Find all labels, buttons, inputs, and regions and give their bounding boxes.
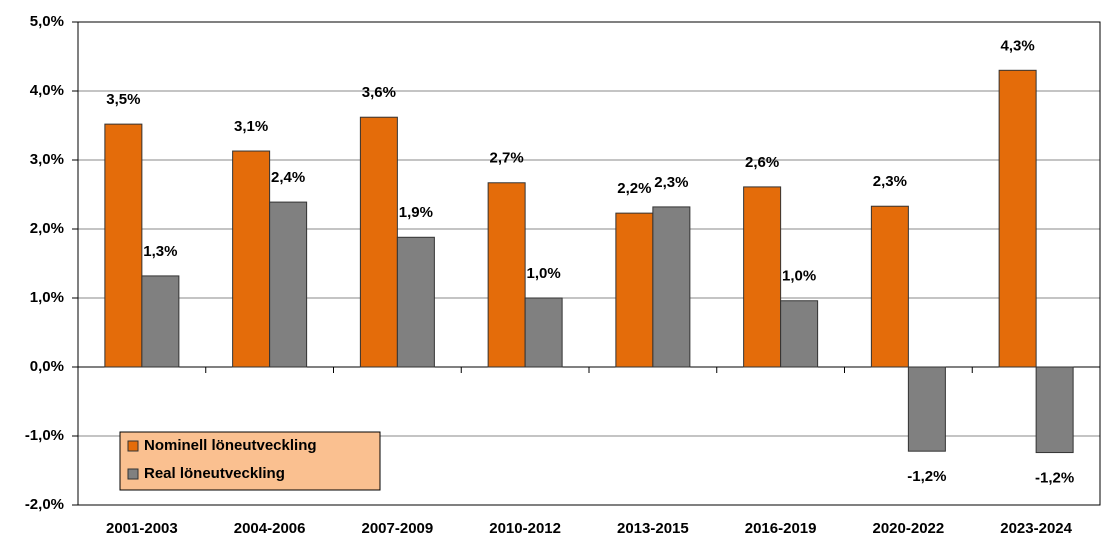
bar [743, 186, 782, 368]
y-tick-label: -2,0% [25, 496, 64, 513]
bar [141, 275, 180, 368]
x-tick-label: 2001-2003 [106, 520, 178, 537]
value-label: 1,0% [782, 268, 816, 285]
y-tick-label: 0,0% [30, 358, 64, 375]
x-tick-label: 2004-2006 [234, 520, 306, 537]
legend-swatch [127, 440, 139, 452]
value-label: 2,7% [490, 150, 524, 167]
bar [104, 123, 143, 368]
value-label: 1,0% [527, 265, 561, 282]
value-label: 3,6% [362, 84, 396, 101]
bar [907, 366, 946, 452]
bar [652, 206, 691, 368]
y-tick-label: 5,0% [30, 13, 64, 30]
bar [615, 212, 654, 368]
y-tick-label: 2,0% [30, 220, 64, 237]
value-label: -1,2% [1035, 470, 1074, 487]
bar [396, 236, 435, 368]
y-tick-label: 4,0% [30, 82, 64, 99]
x-tick-label: 2013-2015 [617, 520, 689, 537]
bar [232, 150, 271, 368]
value-label: 1,3% [143, 243, 177, 260]
value-label: 3,5% [106, 91, 140, 108]
value-label: 2,3% [873, 173, 907, 190]
value-label: 3,1% [234, 118, 268, 135]
value-label: 2,2% [617, 180, 651, 197]
x-tick-label: 2010-2012 [489, 520, 561, 537]
y-tick-label: 3,0% [30, 151, 64, 168]
plot-border [77, 21, 1101, 506]
bar [870, 205, 909, 368]
x-tick-label: 2016-2019 [745, 520, 817, 537]
value-label: -1,2% [907, 468, 946, 485]
value-label: 2,6% [745, 154, 779, 171]
bar [359, 116, 398, 368]
x-tick-label: 2023-2024 [1000, 520, 1072, 537]
bar [269, 201, 308, 368]
value-label: 1,9% [399, 204, 433, 221]
bar [1035, 366, 1074, 454]
y-tick-label: -1,0% [25, 427, 64, 444]
legend-label: Real löneutveckling [144, 465, 285, 482]
bar [487, 182, 526, 368]
value-label: 4,3% [1001, 37, 1035, 54]
value-label: 2,4% [271, 169, 305, 186]
bar [780, 300, 819, 368]
y-tick-label: 1,0% [30, 289, 64, 306]
x-tick-label: 2020-2022 [873, 520, 945, 537]
x-tick-label: 2007-2009 [362, 520, 434, 537]
legend-label: Nominell löneutveckling [144, 437, 317, 454]
value-label: 2,3% [654, 174, 688, 191]
bar [524, 297, 563, 368]
legend-box [119, 431, 381, 491]
bar [998, 69, 1037, 368]
legend-swatch [127, 468, 139, 480]
